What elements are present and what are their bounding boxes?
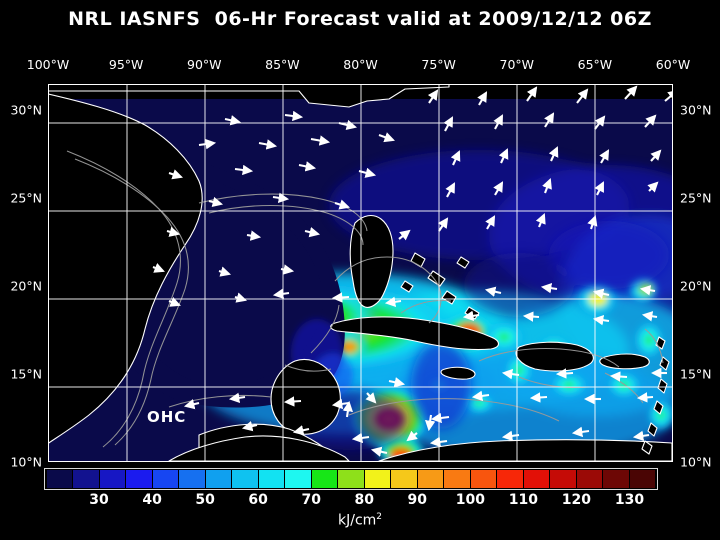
colorbar-cell bbox=[576, 470, 603, 488]
lon-tick-75W: 75°W bbox=[421, 57, 456, 72]
colorbar-unit-exponent: 2 bbox=[376, 512, 383, 522]
ohc-map-plot[interactable]: OHC bbox=[48, 84, 673, 462]
lat-tick-r-15N: 15°N bbox=[680, 366, 712, 382]
lat-tick-l-30N: 30°N bbox=[10, 102, 42, 118]
lat-tick-r-20N: 20°N bbox=[680, 278, 712, 294]
page-title: NRL IASNFS 06-Hr Forecast valid at 2009/… bbox=[68, 8, 652, 30]
colorbar-tick-100: 100 bbox=[455, 492, 485, 508]
colorbar-tick-30: 30 bbox=[89, 492, 109, 508]
colorbar-cell bbox=[285, 470, 311, 488]
lon-tick-70W: 70°W bbox=[499, 57, 535, 72]
colorbar-cell bbox=[338, 470, 364, 488]
lat-tick-l-10N: 10°N bbox=[10, 454, 42, 470]
colorbar-cell bbox=[417, 470, 444, 488]
colorbar-cell bbox=[444, 470, 470, 488]
colorbar-cell bbox=[152, 470, 179, 488]
ohc-heatmap-canvas bbox=[49, 85, 672, 461]
colorbar-cell bbox=[629, 470, 656, 488]
colorbar-cell bbox=[126, 470, 152, 488]
map-gridlines bbox=[49, 85, 672, 461]
lon-tick-95W: 95°W bbox=[108, 57, 144, 72]
colorbar-unit-label: kJ/cm2 bbox=[0, 512, 720, 529]
colorbar-cell bbox=[364, 470, 391, 488]
lon-tick-90W: 90°W bbox=[186, 57, 222, 72]
colorbar-cell bbox=[258, 470, 285, 488]
colorbar-tick-70: 70 bbox=[301, 492, 321, 508]
lon-tick-65W: 65°W bbox=[577, 57, 613, 72]
colorbar-cell bbox=[523, 470, 550, 488]
colorbar-tick-90: 90 bbox=[407, 492, 428, 508]
colorbar-cell bbox=[311, 470, 338, 488]
lat-tick-r-30N: 30°N bbox=[680, 102, 712, 118]
colorbar-tick-110: 110 bbox=[508, 492, 539, 508]
colorbar-unit-text: kJ/cm bbox=[337, 512, 377, 529]
colorbar-cell bbox=[497, 470, 523, 488]
colorbar-tick-40: 40 bbox=[142, 492, 162, 508]
lon-tick-100W: 100°W bbox=[26, 57, 70, 72]
colorbar-cell bbox=[46, 470, 73, 488]
lat-tick-r-10N: 10°N bbox=[680, 454, 712, 470]
colorbar-cell bbox=[470, 470, 497, 488]
colorbar-cell bbox=[99, 470, 126, 488]
lon-tick-80W: 80°W bbox=[343, 57, 378, 72]
colorbar-tick-120: 120 bbox=[561, 492, 592, 508]
colorbar-tick-60: 60 bbox=[248, 492, 268, 508]
current-vector-field bbox=[152, 85, 672, 457]
lat-tick-l-20N: 20°N bbox=[10, 278, 42, 294]
colorbar-cell bbox=[205, 470, 232, 488]
colorbar-tick-50: 50 bbox=[195, 492, 215, 508]
colorbar-cell bbox=[603, 470, 629, 488]
colorbar[interactable] bbox=[44, 468, 658, 490]
colorbar-cell bbox=[232, 470, 258, 488]
lat-tick-l-15N: 15°N bbox=[10, 366, 42, 382]
colorbar-tick-130: 130 bbox=[614, 492, 645, 508]
colorbar-cell bbox=[550, 470, 576, 488]
lon-tick-60W: 60°W bbox=[655, 57, 691, 72]
lon-tick-85W: 85°W bbox=[265, 57, 300, 72]
ohc-overlay-label: OHC bbox=[147, 408, 187, 426]
lat-tick-r-25N: 25°N bbox=[680, 190, 712, 206]
colorbar-cell bbox=[73, 470, 99, 488]
colorbar-tick-80: 80 bbox=[354, 492, 374, 508]
colorbar-cell bbox=[391, 470, 417, 488]
colorbar-cell bbox=[179, 470, 205, 488]
lat-tick-l-25N: 25°N bbox=[10, 190, 42, 206]
